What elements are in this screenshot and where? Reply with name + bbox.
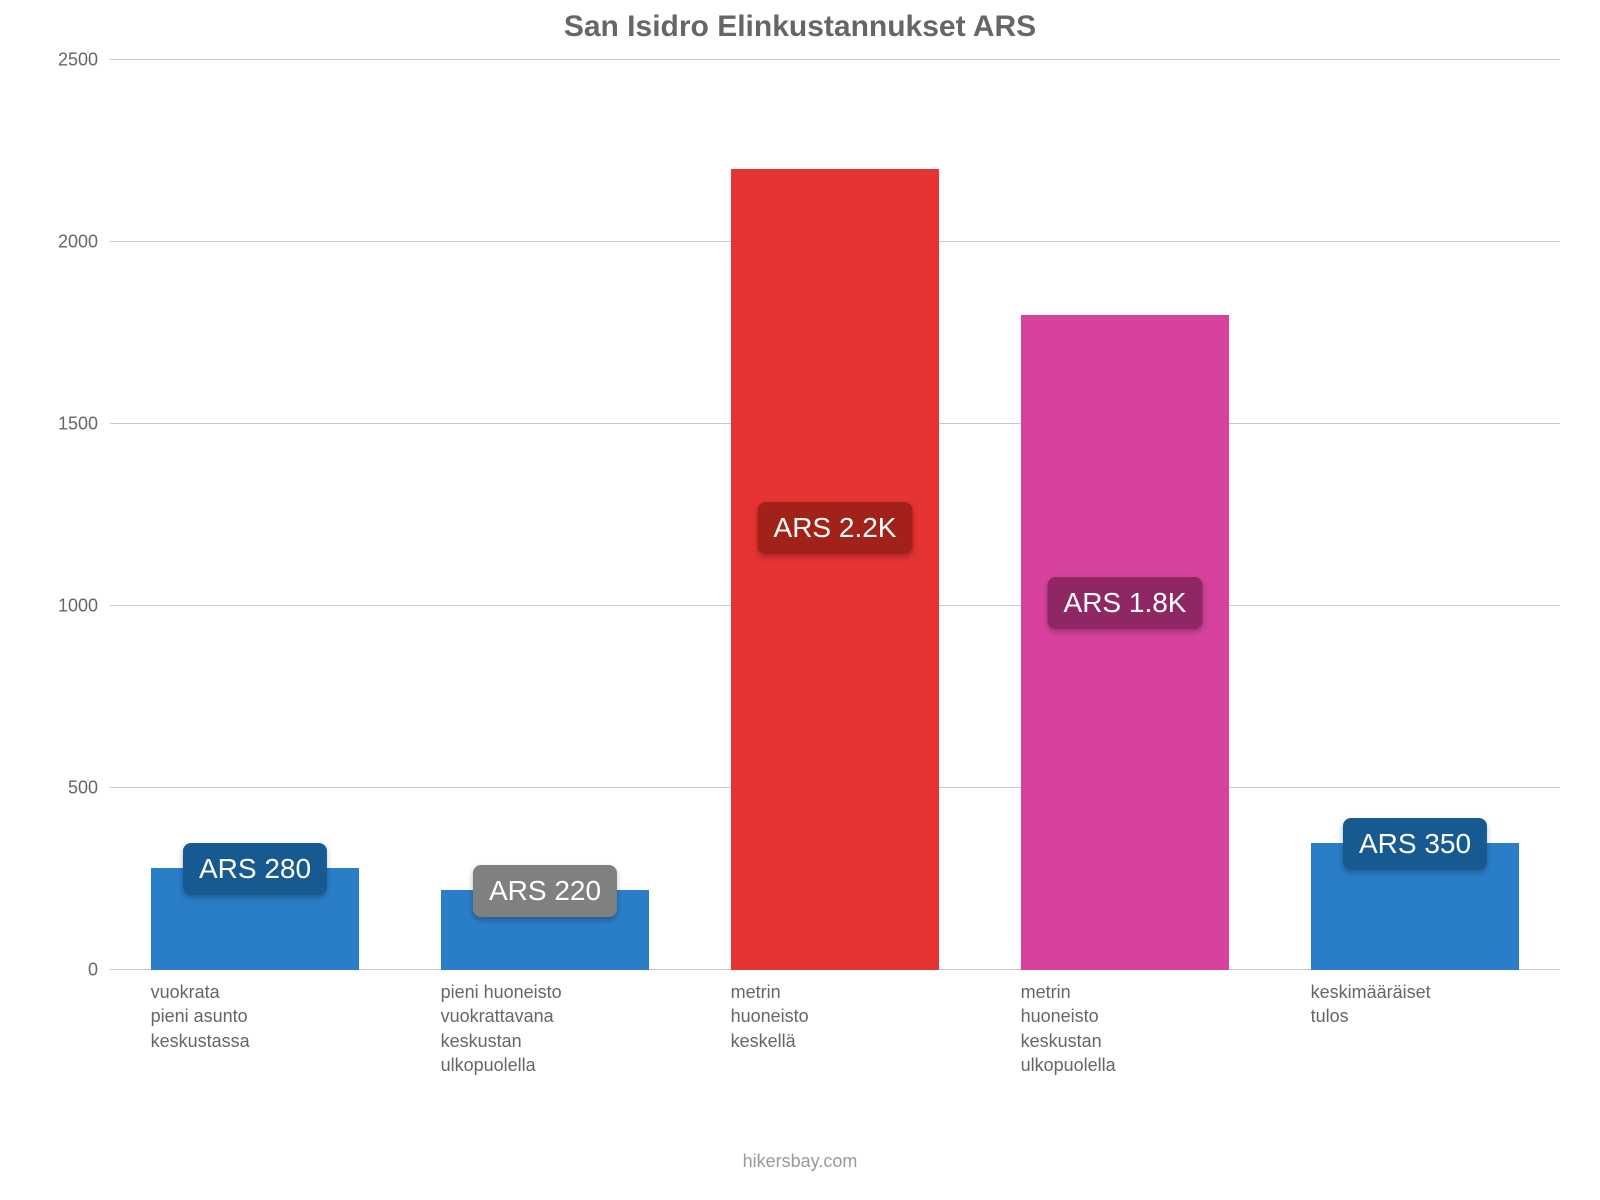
chart-title: San Isidro Elinkustannukset ARS [0,10,1600,44]
x-axis-labels: vuokratapieni asuntokeskustassapieni huo… [110,980,1560,1130]
value-badge: ARS 220 [473,865,617,917]
bars-layer: ARS 280 ARS 220 ARS 2.2K ARS 1.8K ARS 350 [110,60,1560,970]
value-badge: ARS 350 [1343,818,1487,870]
x-tick-label: vuokratapieni asuntokeskustassa [151,980,456,1053]
y-tick-label: 1000 [58,596,98,617]
x-tick-label-line: vuokrattavana [441,1004,746,1028]
x-tick-label: keskimääräisettulos [1311,980,1600,1029]
x-tick-label: metrinhuoneistokeskellä [731,980,1036,1053]
x-tick-label: pieni huoneistovuokrattavanakeskustanulk… [441,980,746,1077]
x-tick-label-line: keskimääräiset [1311,980,1600,1004]
bar-slot: ARS 220 [400,60,690,970]
x-tick-label-line: keskustan [441,1029,746,1053]
value-badge: ARS 280 [183,843,327,895]
y-tick-label: 0 [88,960,98,981]
x-tick-label-line: ulkopuolella [441,1053,746,1077]
x-tick-label-line: metrin [731,980,1036,1004]
bar [731,169,940,970]
plot-area: 05001000150020002500ARS 280ARS 220ARS 2.… [110,60,1560,970]
x-tick-label-line: ulkopuolella [1021,1053,1326,1077]
x-tick-label-line: tulos [1311,1004,1600,1028]
x-tick-label-line: vuokrata [151,980,456,1004]
x-tick-label-line: pieni huoneisto [441,980,746,1004]
x-tick-label-line: keskellä [731,1029,1036,1053]
bar-slot: ARS 1.8K [980,60,1270,970]
bar [1021,315,1230,970]
bar-slot: ARS 350 [1270,60,1560,970]
y-tick-label: 1500 [58,414,98,435]
x-tick-label-line: keskustan [1021,1029,1326,1053]
y-tick-label: 2500 [58,50,98,71]
attribution: hikersbay.com [0,1151,1600,1172]
value-badge: ARS 1.8K [1048,577,1203,629]
bar-slot: ARS 2.2K [690,60,980,970]
cost-of-living-chart: San Isidro Elinkustannukset ARS 0 500 1000… [0,0,1600,1200]
x-tick-label-line: metrin [1021,980,1326,1004]
x-tick-label-line: huoneisto [731,1004,1036,1028]
bar-slot: ARS 280 [110,60,400,970]
value-badge: ARS 2.2K [758,502,913,554]
x-tick-label-line: huoneisto [1021,1004,1326,1028]
x-tick-label-line: keskustassa [151,1029,456,1053]
y-tick-label: 2000 [58,232,98,253]
y-tick-label: 500 [68,778,98,799]
x-tick-label: metrinhuoneistokeskustanulkopuolella [1021,980,1326,1077]
x-tick-label-line: pieni asunto [151,1004,456,1028]
